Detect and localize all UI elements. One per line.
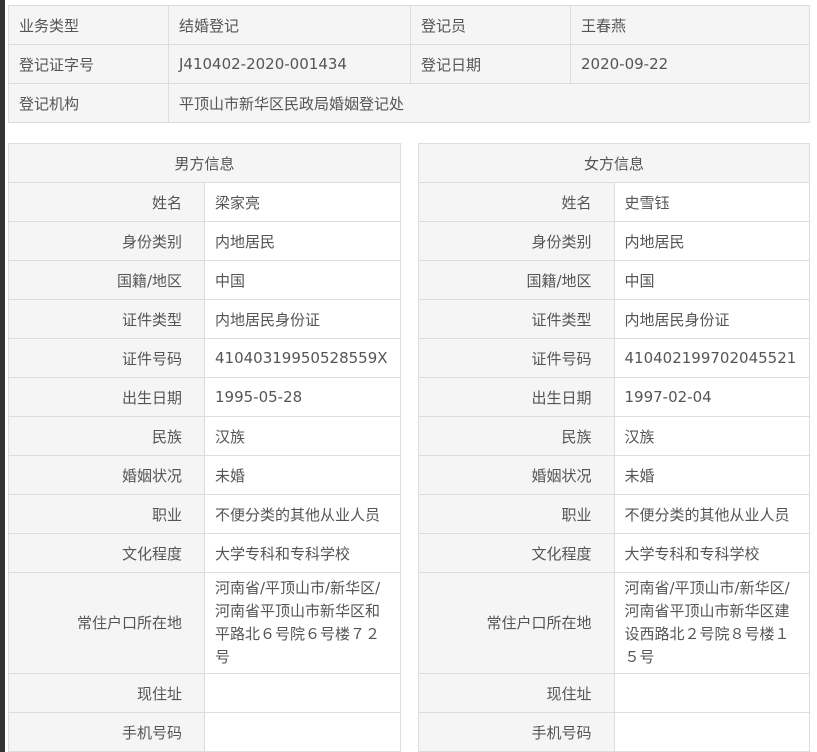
table-row: 现住址 <box>418 673 810 713</box>
field-label: 职业 <box>8 494 205 534</box>
table-row: 职业 不便分类的其他从业人员 <box>8 494 401 534</box>
field-label: 出生日期 <box>418 377 615 417</box>
field-label: 手机号码 <box>8 712 205 752</box>
field-label: 婚姻状况 <box>8 455 205 495</box>
table-row: 手机号码 <box>8 712 401 752</box>
field-value: 不便分类的其他从业人员 <box>613 494 810 534</box>
table-row: 常住户口所在地 河南省/平顶山市/新华区/河南省平顶山市新华区和平路北６号院６号楼… <box>8 572 401 674</box>
table-row: 手机号码 <box>418 712 810 752</box>
table-row: 姓名 史雪钰 <box>418 182 810 222</box>
field-value <box>613 712 810 752</box>
field-value: 河南省/平顶山市/新华区/河南省平顶山市新华区和平路北６号院６号楼７２号 <box>204 572 401 674</box>
female-info-table: 女方信息 姓名 史雪钰 身份类别 内地居民 国籍/地区 中国 证件类型 内地居民身份证 证件号码 4… <box>418 143 810 752</box>
table-row: 文化程度 大学专科和专科学校 <box>8 533 401 573</box>
field-label: 证件号码 <box>8 338 205 378</box>
field-value: 结婚登记 <box>168 5 411 45</box>
field-label: 民族 <box>418 416 615 456</box>
window-edge <box>0 0 5 752</box>
table-row: 姓名 梁家亮 <box>8 182 401 222</box>
field-label: 国籍/地区 <box>418 260 615 300</box>
table-row: 证件类型 内地居民身份证 <box>418 299 810 339</box>
field-value: J410402-2020-001434 <box>168 44 411 84</box>
registration-summary-table: 业务类型 结婚登记 登记员 王春燕 登记证字号 J410402-2020-001… <box>8 5 810 123</box>
table-row: 国籍/地区 中国 <box>418 260 810 300</box>
field-value: 不便分类的其他从业人员 <box>204 494 401 534</box>
table-row: 证件号码 41040319950528559X <box>8 338 401 378</box>
field-value: 内地居民身份证 <box>613 299 810 339</box>
field-value: 410402199702045521 <box>613 338 810 378</box>
table-row: 男方信息 <box>8 143 401 183</box>
table-row: 现住址 <box>8 673 401 713</box>
field-value: 河南省/平顶山市/新华区/河南省平顶山市新华区建设西路北２号院８号楼１５号 <box>613 572 810 674</box>
field-value: 未婚 <box>613 455 810 495</box>
field-value: 大学专科和专科学校 <box>613 533 810 573</box>
table-row: 文化程度 大学专科和专科学校 <box>418 533 810 573</box>
field-value: 2020-09-22 <box>570 44 810 84</box>
field-label: 姓名 <box>418 182 615 222</box>
field-value <box>204 712 401 752</box>
field-value: 未婚 <box>204 455 401 495</box>
table-row: 登记证字号 J410402-2020-001434 登记日期 2020-09-2… <box>8 44 810 84</box>
field-label: 现住址 <box>418 673 615 713</box>
table-row: 民族 汉族 <box>8 416 401 456</box>
field-label: 常住户口所在地 <box>418 572 615 674</box>
table-row: 登记机构 平顶山市新华区民政局婚姻登记处 <box>8 83 810 123</box>
table-row: 国籍/地区 中国 <box>8 260 401 300</box>
field-value: 中国 <box>613 260 810 300</box>
field-label: 身份类别 <box>418 221 615 261</box>
field-value: 内地居民身份证 <box>204 299 401 339</box>
table-row: 女方信息 <box>418 143 810 183</box>
table-row: 出生日期 1997-02-04 <box>418 377 810 417</box>
field-label: 现住址 <box>8 673 205 713</box>
table-row: 民族 汉族 <box>418 416 810 456</box>
field-value: 王春燕 <box>570 5 810 45</box>
field-value: 1995-05-28 <box>204 377 401 417</box>
field-label: 国籍/地区 <box>8 260 205 300</box>
table-row: 身份类别 内地居民 <box>418 221 810 261</box>
field-label: 民族 <box>8 416 205 456</box>
table-row: 身份类别 内地居民 <box>8 221 401 261</box>
field-label: 出生日期 <box>8 377 205 417</box>
field-label: 证件类型 <box>8 299 205 339</box>
field-label: 文化程度 <box>418 533 615 573</box>
field-value: 平顶山市新华区民政局婚姻登记处 <box>168 83 810 123</box>
field-value: 史雪钰 <box>613 182 810 222</box>
field-label: 登记证字号 <box>8 44 169 84</box>
field-label: 姓名 <box>8 182 205 222</box>
table-row: 业务类型 结婚登记 登记员 王春燕 <box>8 5 810 45</box>
field-label: 身份类别 <box>8 221 205 261</box>
field-value: 梁家亮 <box>204 182 401 222</box>
table-row: 证件类型 内地居民身份证 <box>8 299 401 339</box>
field-label: 业务类型 <box>8 5 169 45</box>
field-value <box>204 673 401 713</box>
male-info-table: 男方信息 姓名 梁家亮 身份类别 内地居民 国籍/地区 中国 证件类型 内地居民身份证 证件号码 4… <box>8 143 401 752</box>
field-value: 大学专科和专科学校 <box>204 533 401 573</box>
panel-title: 女方信息 <box>418 143 810 183</box>
field-label: 登记日期 <box>410 44 571 84</box>
field-value: 汉族 <box>613 416 810 456</box>
table-row: 出生日期 1995-05-28 <box>8 377 401 417</box>
field-label: 职业 <box>418 494 615 534</box>
table-row: 常住户口所在地 河南省/平顶山市/新华区/河南省平顶山市新华区建设西路北２号院８号… <box>418 572 810 674</box>
field-value: 41040319950528559X <box>204 338 401 378</box>
field-value <box>613 673 810 713</box>
field-label: 证件号码 <box>418 338 615 378</box>
field-label: 常住户口所在地 <box>8 572 205 674</box>
field-value: 汉族 <box>204 416 401 456</box>
table-row: 职业 不便分类的其他从业人员 <box>418 494 810 534</box>
field-label: 文化程度 <box>8 533 205 573</box>
table-row: 婚姻状况 未婚 <box>418 455 810 495</box>
table-row: 婚姻状况 未婚 <box>8 455 401 495</box>
panel-title: 男方信息 <box>8 143 401 183</box>
field-label: 登记机构 <box>8 83 169 123</box>
field-value: 1997-02-04 <box>613 377 810 417</box>
table-row: 证件号码 410402199702045521 <box>418 338 810 378</box>
field-label: 登记员 <box>410 5 571 45</box>
field-label: 婚姻状况 <box>418 455 615 495</box>
field-label: 手机号码 <box>418 712 615 752</box>
field-value: 内地居民 <box>204 221 401 261</box>
field-value: 中国 <box>204 260 401 300</box>
field-label: 证件类型 <box>418 299 615 339</box>
field-value: 内地居民 <box>613 221 810 261</box>
